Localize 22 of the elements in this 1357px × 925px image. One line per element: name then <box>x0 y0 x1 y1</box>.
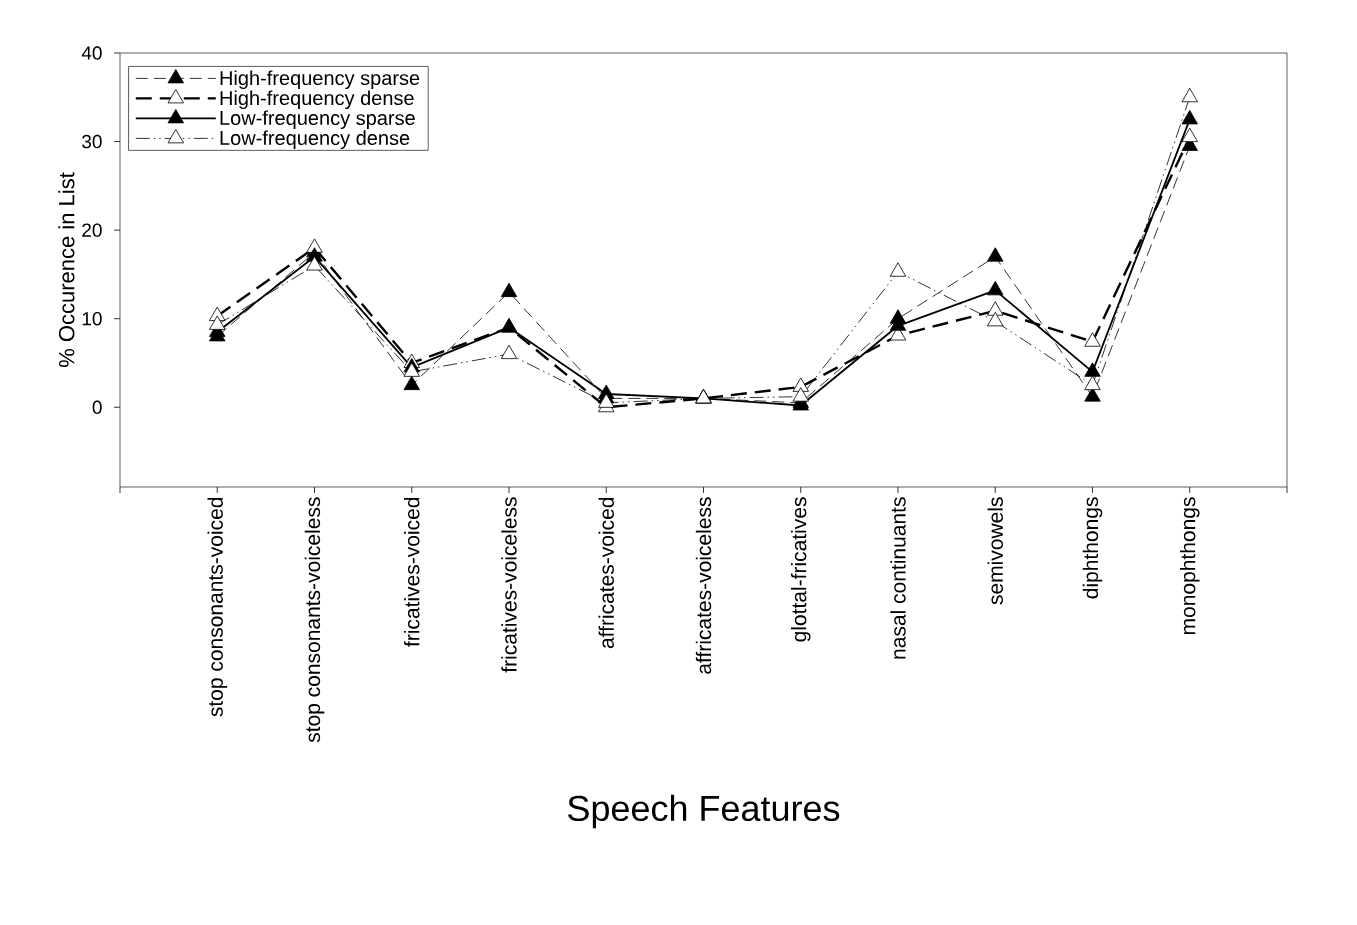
x-tick-label: semivowels <box>987 497 1003 605</box>
y-tick-label: 20 <box>82 223 102 237</box>
x-tick-label: affricates-voiced <box>598 497 614 649</box>
x-axis-title: Speech Features <box>568 794 840 829</box>
y-tick-label: 10 <box>82 311 102 326</box>
y-axis-title: % Occurence in List <box>58 172 75 368</box>
y-tick-label: 40 <box>81 46 102 60</box>
x-tick-label: diphthongs <box>1082 497 1103 599</box>
x-tick-label: fricatives-voiced <box>404 497 420 647</box>
legend-label: Low-frequency dense <box>220 130 410 150</box>
legend-label: High-frequency sparse <box>220 70 420 90</box>
x-tick-label: nasal continuants <box>890 497 906 659</box>
y-tick-label: 30 <box>82 134 102 149</box>
legend-label: High-frequency dense <box>220 90 414 110</box>
x-tick-label: stop consonants-voiced <box>207 497 228 717</box>
x-tick-label: glottal-fricatives <box>790 497 811 642</box>
legend-label: Low-frequency sparse <box>220 110 415 130</box>
x-tick-label: fricatives-voiceless <box>501 497 517 673</box>
x-tick-label: stop consonants-voiceless <box>304 497 325 743</box>
x-tick-label: monophthongs <box>1179 497 1200 635</box>
y-tick-label: 0 <box>92 400 102 414</box>
x-tick-label: affricates-voiceless <box>695 497 712 674</box>
